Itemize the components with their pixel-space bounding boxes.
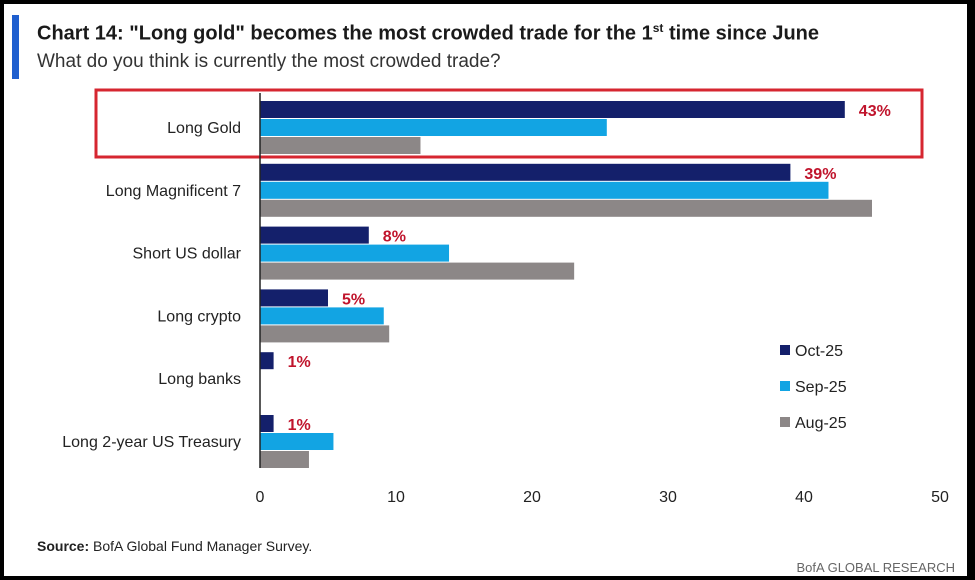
bar-sep-25-2: [260, 244, 450, 262]
category-label: Long banks: [158, 371, 241, 388]
bar-aug-25-2: [260, 262, 575, 280]
data-label: 39%: [804, 166, 836, 183]
x-tick-label: 10: [387, 489, 405, 506]
bar-oct-25-2: [260, 226, 369, 244]
data-label: 5%: [342, 291, 365, 308]
legend-label: Sep-25: [795, 379, 847, 396]
x-tick-label: 0: [256, 489, 265, 506]
bar-sep-25-3: [260, 307, 384, 325]
bar-oct-25-5: [260, 415, 274, 432]
x-tick-label: 40: [795, 489, 813, 506]
legend-swatch-aug-25: [780, 417, 790, 427]
x-tick-label: 50: [931, 489, 949, 506]
bar-sep-25-0: [260, 119, 607, 136]
legend-swatch-sep-25: [780, 381, 790, 391]
bar-oct-25-3: [260, 289, 328, 307]
bar-sep-25-5: [260, 433, 334, 450]
highlight-box: [94, 88, 924, 159]
data-label: 1%: [288, 354, 311, 371]
data-label: 8%: [383, 229, 406, 246]
bar-aug-25-0: [260, 137, 421, 154]
chart-subtitle: What do you think is currently the most …: [37, 51, 501, 72]
bar-aug-25-1: [260, 199, 872, 217]
data-label: 43%: [859, 103, 891, 120]
x-tick-label: 30: [659, 489, 677, 506]
source-text: BofA Global Fund Manager Survey.: [89, 538, 313, 554]
category-label: Short US dollar: [133, 246, 242, 263]
category-label: Long crypto: [157, 308, 241, 325]
source-note: Source: BofA Global Fund Manager Survey.: [37, 538, 312, 554]
legend-swatch-oct-25: [780, 345, 790, 355]
category-label: Long 2-year US Treasury: [62, 434, 241, 451]
bar-aug-25-5: [260, 451, 309, 468]
brand-credit: BofA GLOBAL RESEARCH: [796, 560, 955, 575]
legend-label: Oct-25: [795, 343, 843, 360]
chart-title-main: Chart 14: "Long gold" becomes the most c…: [37, 22, 653, 45]
chart-title-tail: time since June: [663, 22, 820, 45]
bar-oct-25-1: [260, 163, 791, 181]
data-label: 1%: [288, 417, 311, 434]
bar-sep-25-1: [260, 181, 829, 199]
category-label: Long Magnificent 7: [106, 183, 241, 200]
source-label: Source:: [37, 538, 90, 554]
chart-frame: Chart 14: "Long gold" becomes the most c…: [4, 4, 967, 576]
legend-label: Aug-25: [795, 415, 847, 432]
bar-aug-25-3: [260, 325, 390, 343]
category-label: Long Gold: [167, 120, 241, 137]
chart-title: Chart 14: "Long gold" becomes the most c…: [37, 21, 819, 46]
bar-oct-25-4: [260, 352, 274, 370]
x-tick-label: 20: [523, 489, 541, 506]
bar-oct-25-0: [260, 101, 845, 118]
title-accent-bar: [12, 15, 19, 79]
chart-title-superscript: st: [652, 21, 664, 35]
